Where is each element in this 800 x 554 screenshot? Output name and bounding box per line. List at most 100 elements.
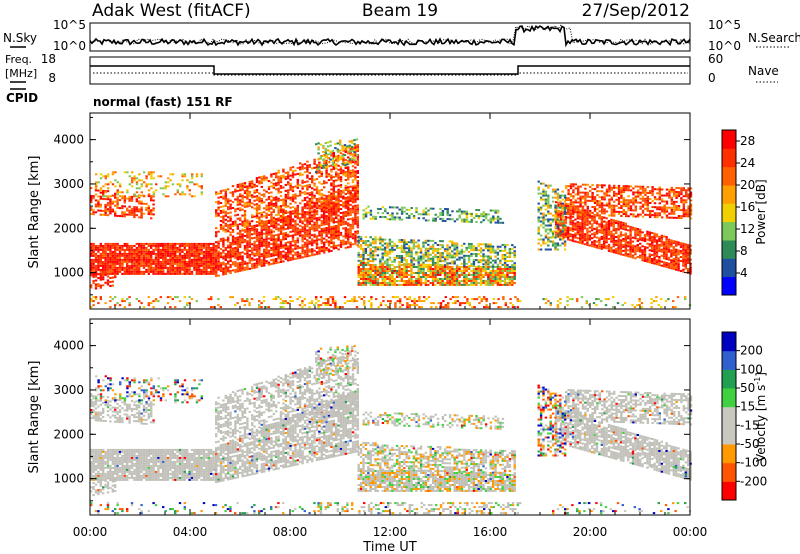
range-gate-cell [444, 220, 447, 222]
range-gate-cell [191, 175, 194, 178]
range-gate-cell [308, 193, 311, 196]
range-gate-cell [169, 272, 172, 275]
range-gate-cell [111, 280, 114, 283]
range-gate-cell [234, 190, 237, 193]
range-gate-cell [267, 198, 271, 201]
range-gate-cell [128, 266, 131, 269]
range-gate-cell [234, 243, 237, 245]
range-gate-cell [374, 240, 377, 243]
range-gate-cell [444, 304, 447, 307]
range-gate-cell [354, 176, 357, 179]
range-gate-cell [341, 154, 344, 157]
range-gate-cell [272, 260, 275, 263]
range-gate-cell [434, 276, 437, 278]
range-gate-cell [581, 218, 584, 221]
range-gate-cell [106, 258, 110, 261]
range-gate-cell [339, 172, 343, 175]
range-gate-cell [253, 230, 256, 233]
range-gate-cell [451, 302, 455, 305]
range-gate-cell [195, 248, 198, 251]
range-gate-cell [241, 235, 244, 238]
range-gate-cell [337, 228, 340, 231]
range-gate-cell [335, 225, 338, 227]
range-gate-cell [417, 270, 420, 272]
range-gate-cell [359, 245, 363, 248]
range-gate-cell [198, 256, 201, 259]
range-gate-cell [595, 240, 599, 243]
range-gate-cell [339, 170, 343, 173]
range-gate-cell [282, 232, 285, 235]
range-gate-cell [128, 246, 131, 249]
range-gate-cell [455, 276, 459, 278]
range-gate-cell [270, 181, 273, 184]
range-gate-cell [479, 247, 483, 250]
range-gate-cell [289, 219, 292, 221]
range-gate-cell [381, 216, 385, 218]
range-gate-cell [315, 296, 318, 299]
range-gate-cell [403, 266, 406, 268]
range-gate-cell [128, 195, 131, 198]
range-gate-cell [348, 158, 351, 161]
range-gate-cell [277, 219, 280, 222]
range-gate-cell [123, 244, 126, 247]
range-gate-cell [284, 216, 287, 218]
range-gate-cell [111, 262, 114, 265]
range-gate-cell [130, 195, 134, 198]
range-gate-cell [200, 262, 203, 265]
range-gate-cell [296, 206, 299, 209]
range-gate-cell [485, 298, 488, 301]
range-gate-cell [135, 181, 139, 184]
range-gate-cell [154, 266, 158, 269]
range-gate-cell [111, 260, 114, 263]
range-gate-cell [205, 270, 208, 273]
range-gate-cell [130, 264, 134, 267]
range-gate-cell [483, 306, 486, 309]
range-gate-cell [320, 236, 323, 239]
range-gate-cell [593, 233, 596, 236]
range-gate-cell [427, 296, 431, 299]
range-gate-cell [598, 217, 601, 220]
range-gate-cell [496, 263, 500, 266]
range-gate-cell [354, 218, 357, 221]
range-gate-cell [265, 176, 268, 179]
range-gate-cell [362, 280, 365, 282]
range-gate-cell [364, 248, 368, 250]
range-gate-cell [236, 246, 239, 249]
range-gate-cell [258, 237, 261, 240]
range-gate-cell [126, 260, 129, 263]
range-gate-cell [106, 202, 110, 205]
range-gate-cell [200, 250, 203, 253]
range-gate-cell [138, 202, 141, 205]
range-gate-cell [111, 173, 115, 176]
range-gate-cell [267, 227, 271, 230]
range-gate-cell [217, 262, 220, 265]
range-gate-cell [327, 203, 331, 206]
range-gate-cell [224, 265, 227, 267]
range-gate-cell [109, 204, 112, 207]
range-gate-cell [94, 285, 98, 288]
range-gate-cell [265, 240, 268, 243]
range-gate-cell [367, 276, 370, 278]
range-gate-cell [472, 249, 476, 252]
range-gate-cell [224, 228, 227, 231]
range-gate-cell [470, 247, 473, 249]
range-gate-cell [513, 272, 516, 274]
range-gate-cell [367, 274, 370, 276]
range-gate-cell [351, 141, 354, 144]
range-gate-cell [174, 272, 177, 275]
range-gate-cell [263, 260, 266, 263]
range-gate-cell [207, 248, 210, 251]
range-gate-cell [154, 248, 158, 251]
range-gate-cell [291, 236, 295, 239]
range-gate-cell [439, 211, 442, 214]
range-gate-cell [342, 203, 345, 206]
range-gate-cell [456, 218, 459, 221]
range-gate-cell [251, 206, 254, 209]
range-gate-cell [150, 171, 153, 174]
range-gate-cell [354, 214, 357, 217]
range-gate-cell [166, 272, 170, 275]
range-gate-cell [260, 259, 263, 262]
range-gate-cell [419, 272, 423, 274]
range-gate-cell [227, 188, 230, 191]
range-gate-cell [458, 214, 461, 217]
